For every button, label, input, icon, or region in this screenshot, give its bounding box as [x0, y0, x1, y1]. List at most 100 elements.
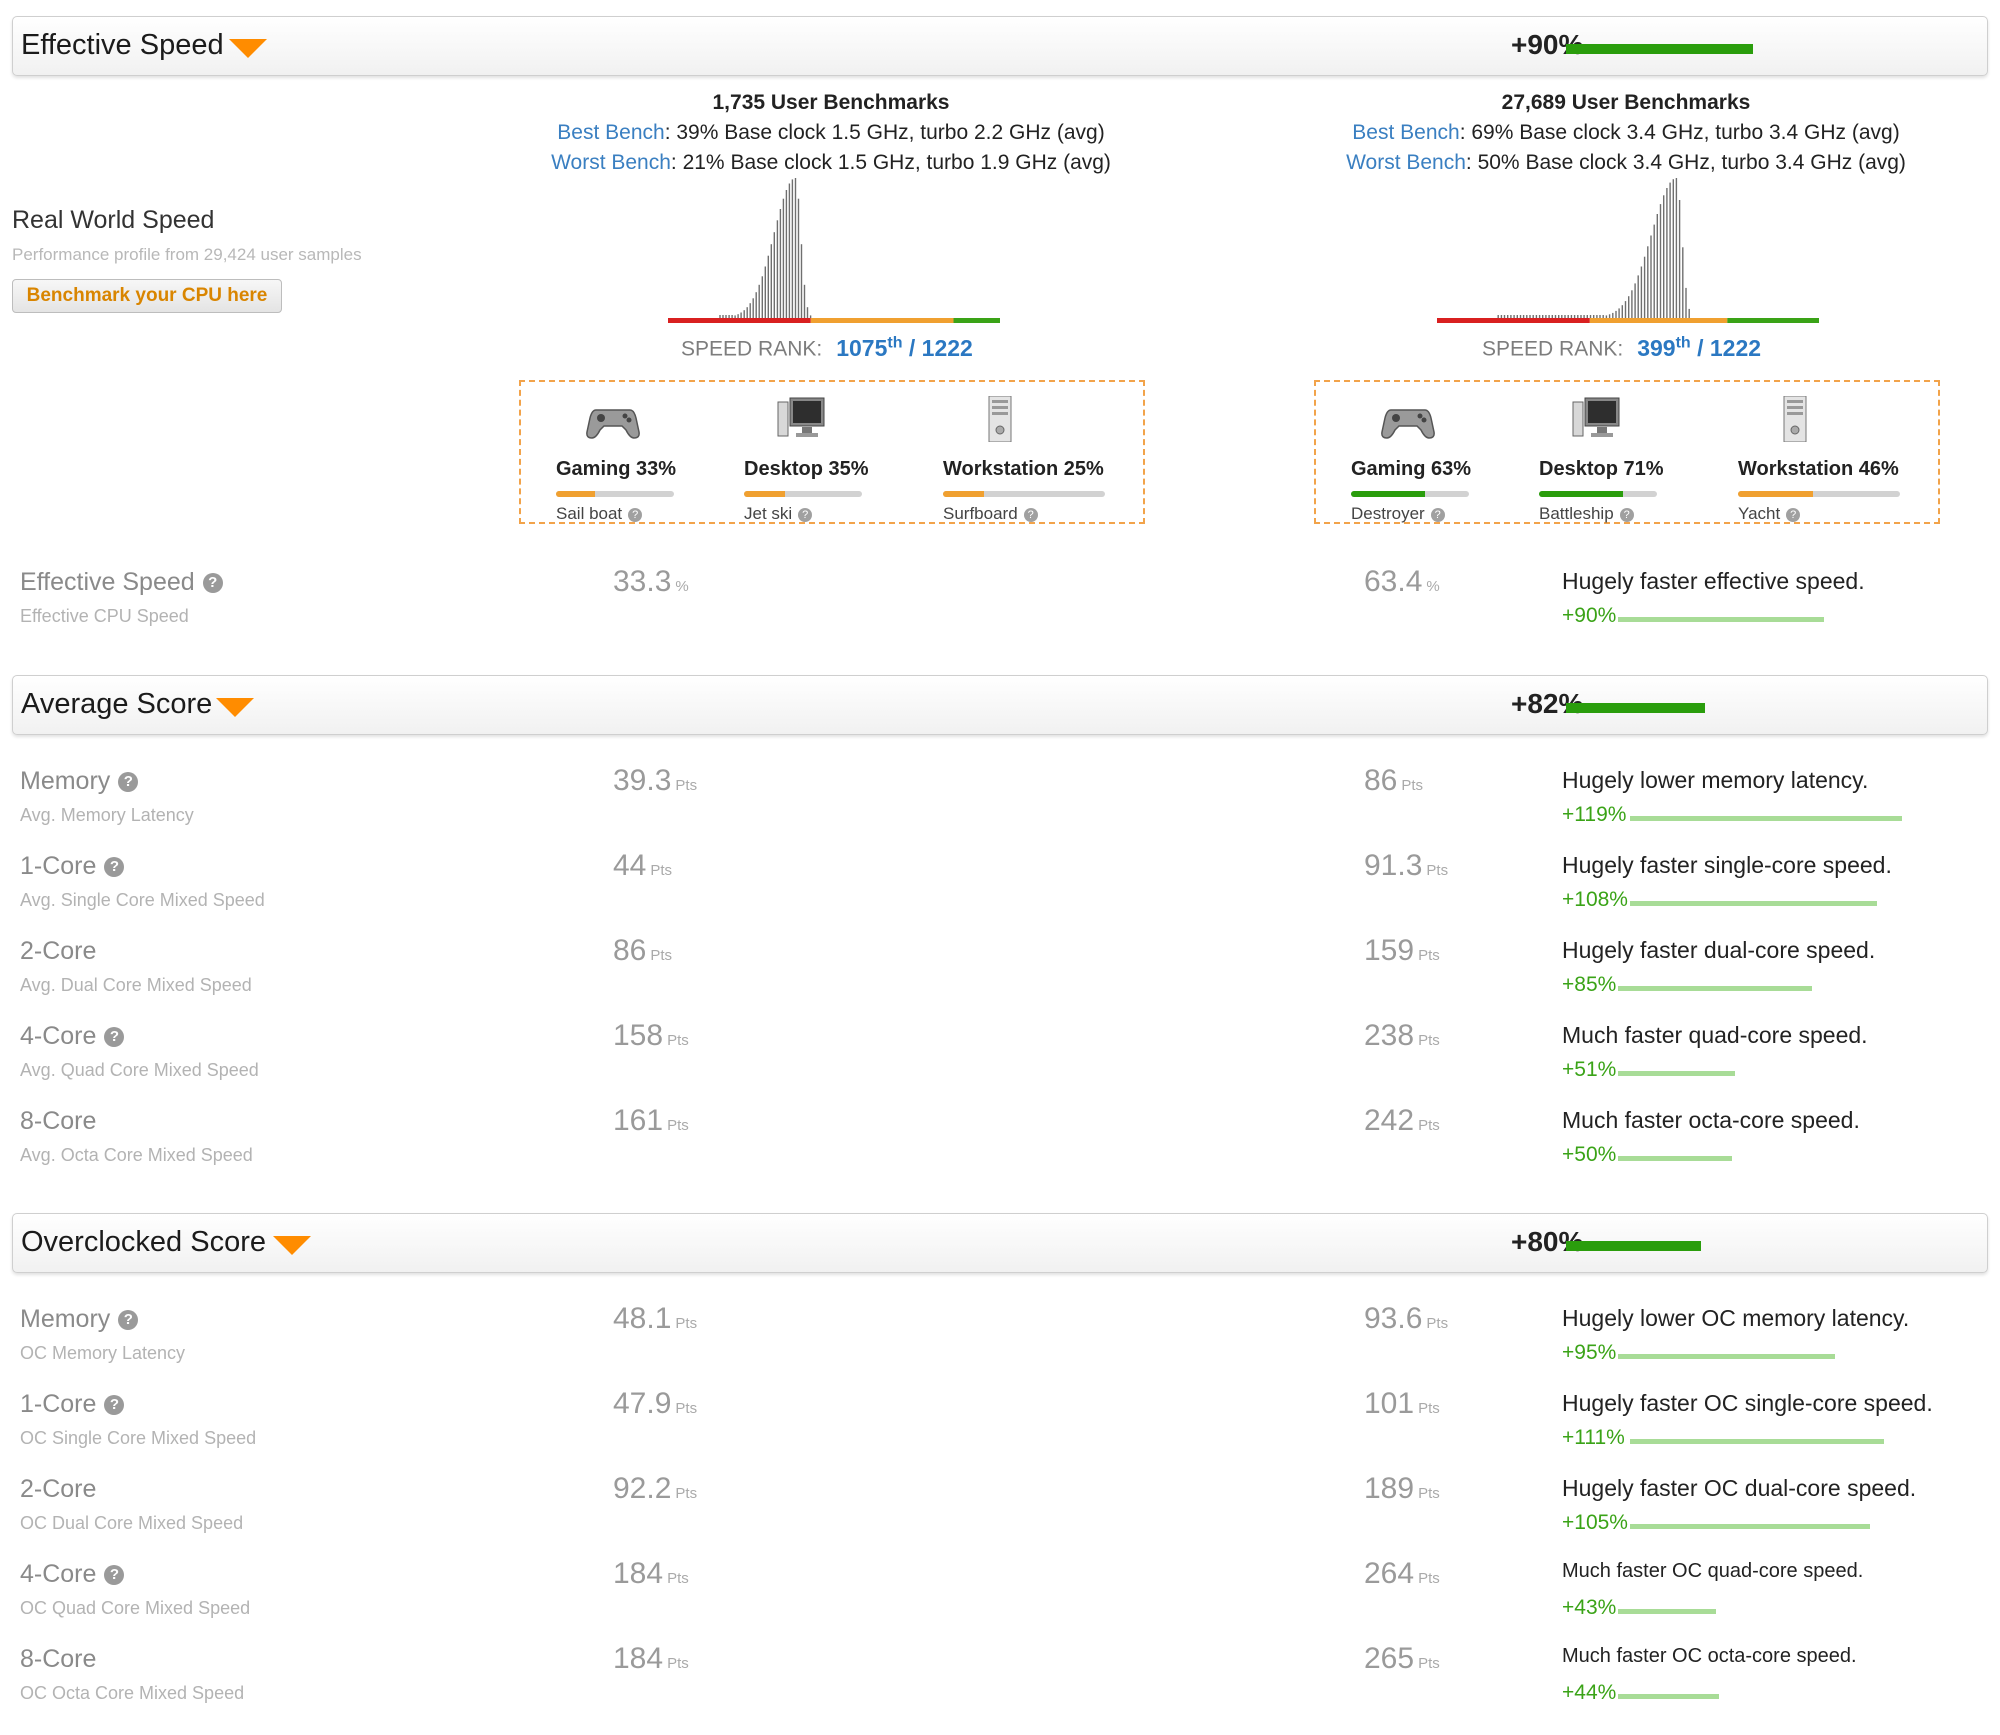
help-icon[interactable]: ?	[628, 508, 643, 522]
help-icon[interactable]: ?	[104, 1027, 125, 1047]
difference-percentage: +85%	[1562, 973, 1617, 996]
help-icon[interactable]: ?	[1786, 508, 1801, 522]
difference-percentage: +111%	[1562, 1426, 1625, 1449]
help-icon[interactable]: ?	[202, 573, 223, 593]
value-unit: %	[1426, 578, 1440, 595]
speed-rank-value: 1075th / 1222	[836, 334, 973, 361]
left-cpu-value: 48.1 Pts	[613, 1302, 697, 1336]
value-unit: Pts	[1418, 1655, 1440, 1672]
left-best-bench-link[interactable]: Best Bench	[557, 121, 665, 144]
overclocked-score-header[interactable]: Overclocked Score +80%	[12, 1213, 1988, 1273]
left-cpu-value: 33.3%	[613, 565, 689, 599]
histogram-bar	[1529, 315, 1531, 318]
profile-name[interactable]: Sail boat?	[556, 504, 643, 524]
metric-label-text: 4-Core	[20, 1560, 97, 1588]
help-icon[interactable]: ?	[1619, 508, 1634, 522]
histogram-bar	[791, 179, 794, 318]
metric-label: 2-Core	[20, 1475, 96, 1504]
histogram-bar	[764, 266, 766, 318]
histogram-bar	[1666, 188, 1668, 318]
histogram-bar	[1631, 290, 1633, 318]
speed-rank-label: SPEED RANK:	[1482, 337, 1624, 361]
profile-name[interactable]: Jet ski?	[744, 504, 813, 524]
comparison-verdict: Hugely lower OC memory latency.	[1562, 1305, 1910, 1331]
average-score-header[interactable]: Average Score +82%	[12, 675, 1988, 735]
value-unit: Pts	[1426, 862, 1449, 879]
profile-title: Workstation 46%	[1738, 458, 1899, 480]
metric-label: 4-Core?	[20, 1560, 125, 1589]
left-bench-summary: 1,735 User Benchmarks Best Bench: 39% Ba…	[451, 88, 1211, 178]
right-cpu-value: 264 Pts	[1364, 1557, 1440, 1591]
left-cpu-value: 47.9 Pts	[613, 1387, 697, 1421]
help-icon[interactable]: ?	[118, 1310, 139, 1330]
histogram-bar	[731, 315, 733, 318]
dropdown-arrow-icon[interactable]	[229, 39, 267, 58]
histogram-bar	[1663, 195, 1665, 318]
metric-label: Memory?	[20, 1305, 139, 1334]
histogram-bar	[746, 307, 748, 318]
metric-sublabel: Avg. Quad Core Mixed Speed	[20, 1060, 259, 1080]
help-icon[interactable]: ?	[104, 1565, 125, 1585]
right-best-bench-text: : 69% Base clock 3.4 GHz, turbo 3.4 GHz …	[1459, 121, 1900, 144]
right-performance-profile: Gaming 63% Destroyer? Desktop 71% Battle…	[1314, 380, 1940, 524]
help-icon[interactable]: ?	[1023, 508, 1038, 522]
profile-name[interactable]: Surfboard?	[943, 504, 1038, 524]
right-cpu-value: 63.4%	[1364, 565, 1440, 599]
left-worst-bench-link[interactable]: Worst Bench	[551, 151, 671, 174]
difference-bar	[1618, 1071, 1735, 1076]
difference-bar	[1630, 901, 1877, 906]
help-icon[interactable]: ?	[104, 1395, 125, 1415]
difference-bar	[1618, 1694, 1719, 1699]
right-worst-bench-link[interactable]: Worst Bench	[1346, 151, 1466, 174]
left-cpu-value: 184 Pts	[613, 1642, 689, 1676]
histogram-bar	[1577, 315, 1579, 318]
dropdown-arrow-icon[interactable]	[273, 1236, 311, 1255]
help-icon[interactable]: ?	[798, 508, 813, 522]
value-number: 92.2	[613, 1472, 672, 1505]
rank-number: 399	[1637, 334, 1676, 361]
histogram-bar	[806, 307, 809, 318]
histogram-bar	[1532, 315, 1534, 318]
value-number: 189	[1364, 1472, 1415, 1505]
value-number: 86	[1364, 764, 1398, 797]
workstation-icon	[1783, 396, 1807, 442]
histogram-bar	[1621, 305, 1623, 318]
rank-scale-segment	[953, 318, 1000, 323]
metric-label-text: 1-Core	[20, 1390, 97, 1418]
dropdown-arrow-icon[interactable]	[216, 698, 254, 717]
histogram-bar	[1656, 214, 1658, 318]
profile-name-text: Yacht	[1738, 504, 1781, 523]
profile-name[interactable]: Yacht?	[1738, 504, 1801, 524]
comparison-verdict: Hugely faster effective speed.	[1562, 568, 1865, 594]
help-icon[interactable]: ?	[1430, 508, 1445, 522]
profile-bar	[1738, 491, 1900, 497]
histogram-bar	[1522, 315, 1525, 318]
histogram-bar	[737, 314, 739, 318]
histogram-bar	[1510, 315, 1512, 318]
value-unit: Pts	[675, 1400, 698, 1417]
profile-name[interactable]: Destroyer?	[1351, 504, 1445, 524]
histogram-bar	[725, 315, 727, 318]
profile-bar-fill	[1539, 491, 1623, 497]
effective-speed-header[interactable]: Effective Speed +90%	[12, 16, 1988, 76]
histogram-bar	[785, 190, 788, 318]
right-speed-rank: SPEED RANK: 399th / 1222	[1482, 334, 1761, 362]
help-icon[interactable]: ?	[104, 857, 125, 877]
comparison-verdict: Much faster OC quad-core speed.	[1562, 1560, 1864, 1582]
metric-label-text: 8-Core	[20, 1107, 97, 1135]
right-best-bench-link[interactable]: Best Bench	[1352, 121, 1460, 144]
profile-name[interactable]: Battleship?	[1539, 504, 1634, 524]
profile-title: Gaming 33%	[556, 458, 677, 480]
value-number: 184	[613, 1557, 664, 1590]
histogram-bar	[788, 183, 791, 318]
histogram-bar	[755, 292, 757, 318]
value-unit: Pts	[1401, 777, 1424, 794]
benchmark-cpu-button[interactable]: Benchmark your CPU here	[12, 279, 282, 313]
comparison-verdict: Hugely faster OC dual-core speed.	[1562, 1475, 1917, 1501]
rank-scale-segment	[810, 318, 954, 323]
difference-bar	[1618, 1354, 1835, 1359]
help-icon[interactable]: ?	[118, 772, 139, 792]
metric-label: 8-Core	[20, 1645, 96, 1674]
value-unit: Pts	[667, 1117, 689, 1134]
histogram-bar	[1542, 315, 1544, 318]
